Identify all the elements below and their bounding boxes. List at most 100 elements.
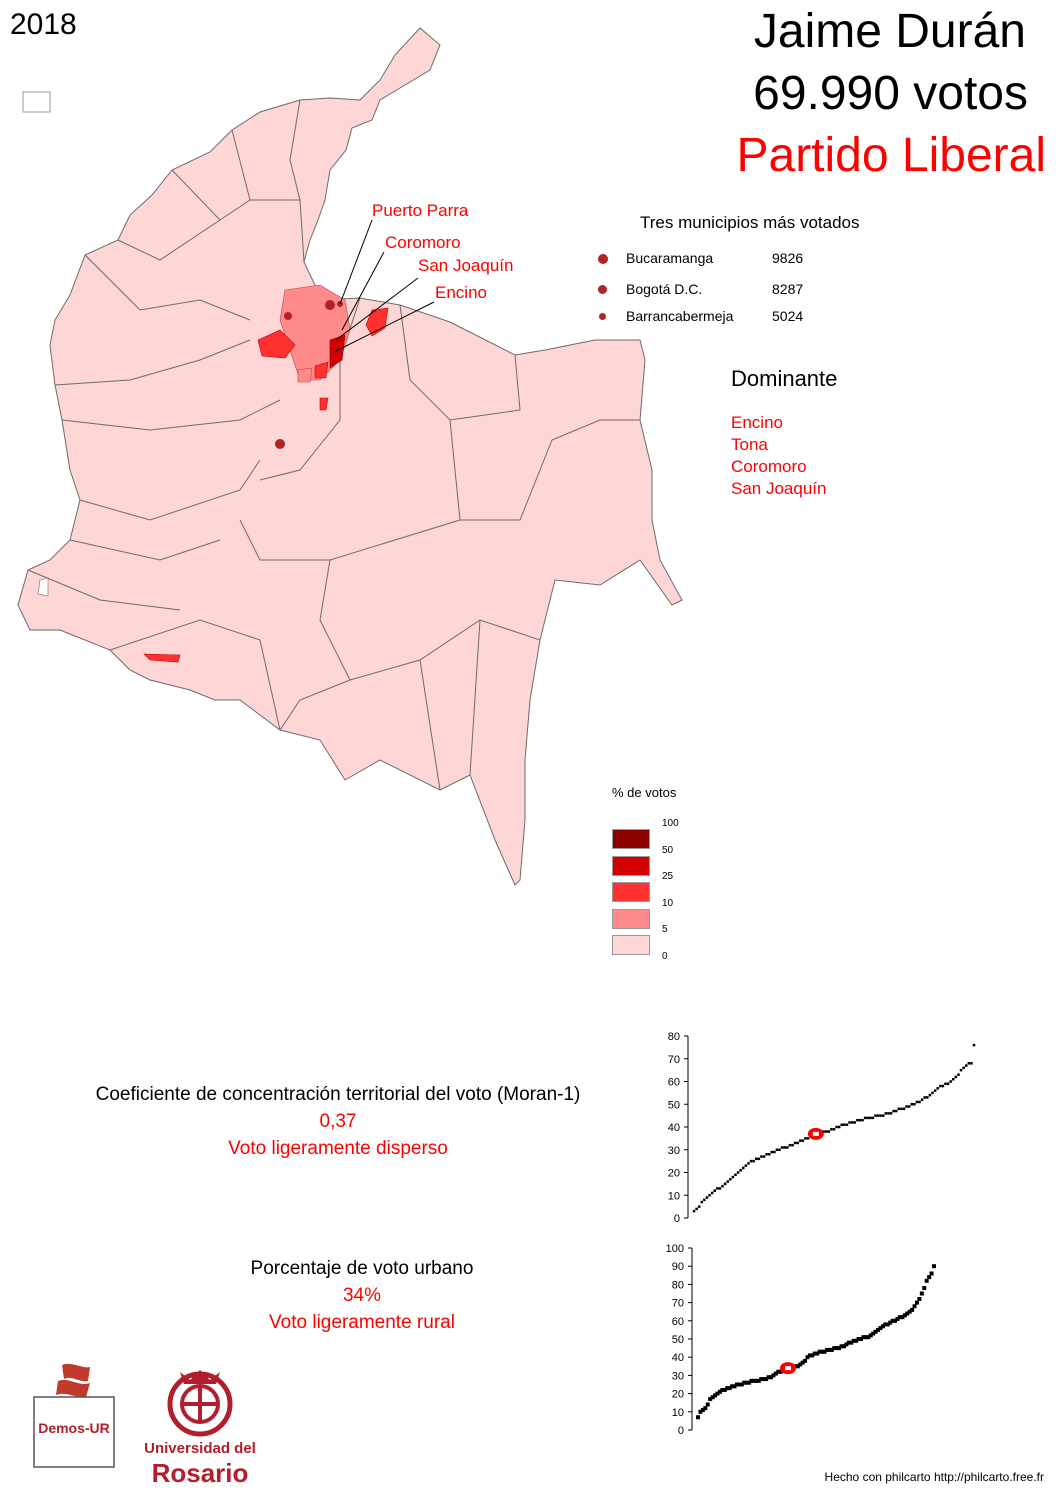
dominant-item: Tona [731,435,768,454]
data-point [757,1157,761,1161]
y-tick-label: 90 [672,1261,684,1273]
data-point [920,1098,924,1101]
dominant-item: San Joaquín [731,479,827,498]
legend-break-label: 0 [662,950,668,962]
data-point [776,1369,781,1374]
candidate-name: Jaime Durán [753,5,1026,58]
data-point [907,1309,912,1314]
data-point [817,1349,822,1354]
data-point [780,1146,784,1149]
data-point [713,1393,718,1398]
data-point [912,1304,917,1309]
data-point [843,1123,846,1126]
urban-label: Porcentaje de voto urbano [250,1258,474,1279]
legend-break-label: 5 [662,924,668,935]
data-point [861,1118,864,1122]
moran-label: Coeficiente de concentración territorial… [95,1084,581,1105]
data-point [923,1096,926,1099]
inset-box [22,91,51,113]
data-point [765,1153,768,1156]
data-point [695,1207,698,1211]
data-point [856,1118,859,1122]
data-point [952,1077,955,1081]
data-point [910,1103,914,1106]
municipality-votes: 5024 [772,308,804,324]
data-point [863,1116,867,1120]
municipality-votes: 9826 [772,250,804,266]
data-point [854,1338,859,1343]
urban-value: 34% [342,1285,382,1306]
data-point [905,1105,908,1108]
data-point [884,1112,888,1115]
data-point [949,1080,952,1083]
data-point [846,1340,851,1345]
data-point [731,1175,735,1179]
y-tick-label: 0 [674,1213,680,1225]
data-point [727,1386,732,1391]
data-point [710,1191,714,1195]
data-point [941,1084,945,1088]
data-point [850,1121,854,1124]
moran-value: 0,37 [319,1111,357,1132]
data-point [824,1347,829,1352]
candidate-votes: 69.990 votos [753,67,1028,120]
data-point [703,1406,708,1411]
data-point [829,1347,834,1352]
dot-icon [598,285,607,294]
y-tick-label: 0 [678,1425,684,1437]
highlight-marker-center [812,1131,819,1136]
data-point [705,1196,709,1199]
y-tick-label: 80 [672,1279,684,1291]
municipality-votes: 8287 [772,281,804,297]
data-point [734,1173,737,1177]
data-point [885,1322,890,1327]
data-point [859,1337,864,1341]
data-point [914,1300,919,1305]
data-point [900,1315,905,1320]
y-tick-label: 70 [672,1298,684,1310]
data-point [771,1373,776,1378]
data-point [799,1139,802,1142]
data-point [907,1105,911,1108]
callout-san-joaquin: San Joaquín [418,256,514,275]
data-point [888,1320,893,1325]
y-tick-label: 40 [672,1352,684,1364]
y-tick-label: 20 [668,1168,680,1180]
data-point [697,1205,701,1208]
moran-distribution-plot: 0 10 20 30 40 50 60 70 80 [668,1031,976,1225]
data-point [939,1084,942,1088]
candidate-party: Partido Liberal [736,129,1046,182]
data-point [736,1171,740,1174]
data-point [805,1355,810,1360]
data-point [751,1378,756,1383]
data-point [858,1118,862,1122]
data-point [749,1378,754,1383]
data-point [880,1324,885,1329]
data-point [773,1150,776,1154]
data-point [892,1109,895,1113]
legend-break-label: 50 [662,844,674,856]
data-point [824,1130,828,1133]
data-point [788,1143,792,1147]
data-point [861,1335,866,1340]
highlight-marker-center [785,1366,792,1371]
data-point [936,1087,939,1090]
data-point [775,1148,779,1151]
data-point [879,1114,882,1117]
urban-distribution-plot: 0 10 20 30 40 50 60 70 80 90 100 [666,1243,936,1437]
data-point [756,1378,761,1383]
data-point [778,1369,783,1374]
data-point [822,1349,827,1354]
legend-swatch [612,829,650,849]
data-point [894,1109,898,1113]
y-tick-label: 30 [672,1370,684,1382]
data-point [922,1286,927,1291]
data-point [762,1155,766,1158]
data-point [897,1107,901,1111]
data-point [962,1066,965,1070]
data-point [725,1386,730,1391]
data-point [708,1194,711,1197]
data-point [739,1382,744,1387]
data-point [708,1397,713,1402]
data-point [878,1326,883,1331]
